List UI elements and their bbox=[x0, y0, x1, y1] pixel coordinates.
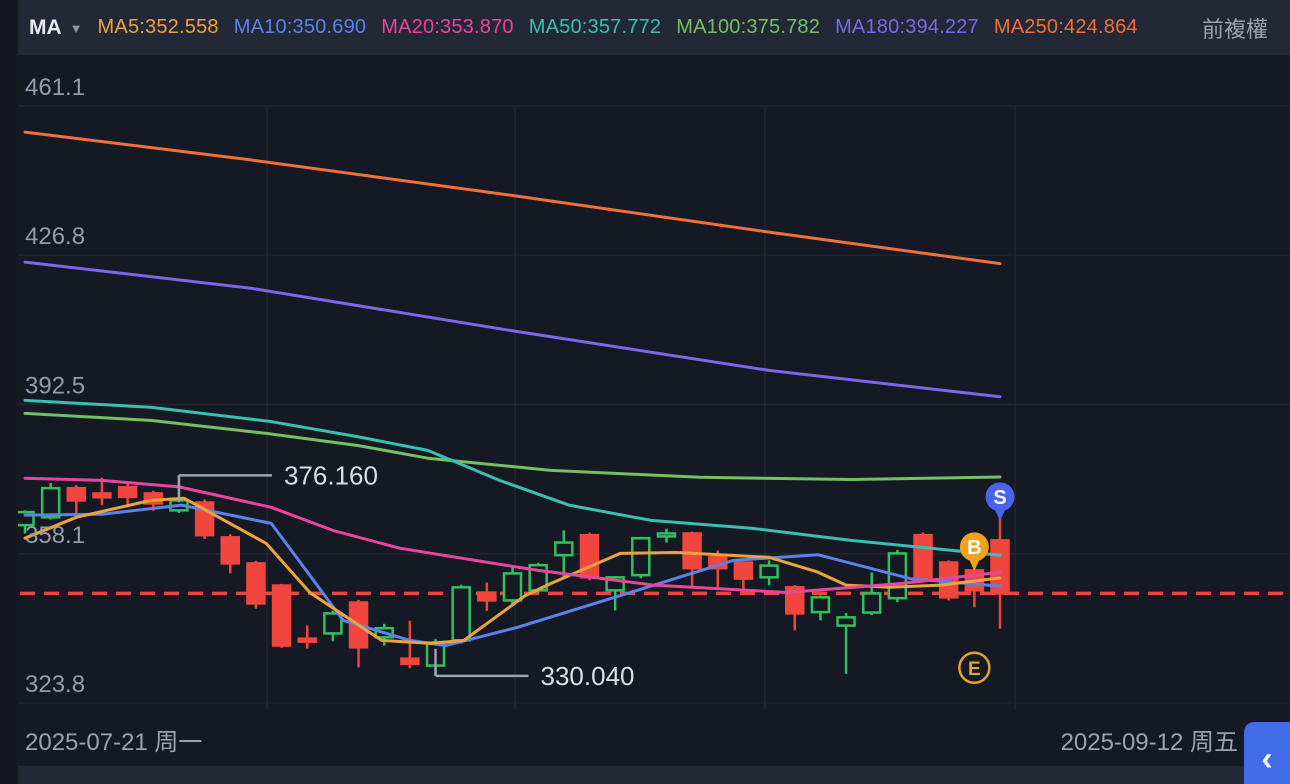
ma10-legend-value: MA10:350.690 bbox=[233, 16, 367, 38]
axis-end-date: 2025-09-12 周五 bbox=[1060, 728, 1238, 756]
left-gutter bbox=[0, 0, 18, 784]
candlestick-chart[interactable]: 376.160 330.040 461.1 426.8 392.5 358.1 323.8 S… bbox=[15, 55, 1290, 710]
svg-text:461.1: 461.1 bbox=[25, 74, 85, 101]
svg-text:S: S bbox=[993, 487, 1006, 509]
ma-selector-label: MA bbox=[29, 15, 62, 39]
trade-marker-B: B bbox=[959, 532, 989, 571]
ma-legend: MA5:352.558 MA10:350.690 MA20:353.870 MA… bbox=[98, 16, 1138, 39]
ma180-legend-value: MA180:394.227 bbox=[835, 16, 979, 38]
trade-marker-E: E bbox=[958, 651, 991, 685]
ma-indicator-selector[interactable]: MA ▼ bbox=[29, 16, 83, 40]
ma5-legend-value: MA5:352.558 bbox=[97, 16, 219, 38]
chevron-left-icon: ‹ bbox=[1261, 740, 1273, 778]
chevron-down-icon: ▼ bbox=[69, 21, 83, 36]
ma100-legend-value: MA100:375.782 bbox=[676, 16, 821, 38]
x-axis-date-range: 2025-07-21 周一 2025-09-12 周五 bbox=[18, 712, 1290, 766]
axis-start-date: 2025-07-21 周一 bbox=[25, 728, 203, 756]
ma250-legend-value: MA250:424.864 bbox=[993, 16, 1138, 38]
svg-text:B: B bbox=[967, 537, 981, 559]
svg-text:376.160: 376.160 bbox=[284, 460, 378, 490]
svg-text:323.8: 323.8 bbox=[25, 671, 85, 698]
svg-text:358.1: 358.1 bbox=[25, 522, 85, 549]
svg-text:392.5: 392.5 bbox=[25, 372, 85, 399]
svg-text:E: E bbox=[968, 659, 981, 680]
trade-marker-S: S bbox=[985, 482, 1015, 521]
ma20-legend-value: MA20:353.870 bbox=[381, 16, 514, 38]
svg-text:426.8: 426.8 bbox=[25, 223, 85, 250]
svg-text:330.040: 330.040 bbox=[541, 661, 635, 691]
bottom-toolbar-strip bbox=[18, 766, 1290, 784]
chart-canvas[interactable]: 376.160 330.040 461.1 426.8 392.5 358.1 323.8 S… bbox=[15, 55, 1290, 710]
indicator-toolbar: MA ▼ MA5:352.558 MA10:350.690 MA20:353.8… bbox=[18, 0, 1290, 55]
ma50-legend-value: MA50:357.772 bbox=[528, 16, 662, 38]
price-adjustment-mode[interactable]: 前複權 bbox=[1201, 16, 1268, 42]
collapse-panel-button[interactable]: ‹ bbox=[1244, 722, 1290, 784]
